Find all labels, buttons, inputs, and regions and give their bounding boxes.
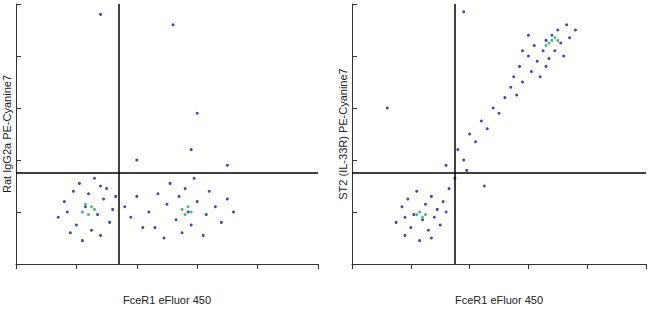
svg-text:FceR1 eFluor 450: FceR1 eFluor 450: [455, 294, 543, 306]
svg-text:Rat IgG2a PE-Cyanine7: Rat IgG2a PE-Cyanine7: [1, 75, 13, 193]
svg-text:ST2 (IL-33R) PE-Cyanine7: ST2 (IL-33R) PE-Cyanine7: [337, 68, 349, 199]
svg-text:FceR1 eFluor 450: FceR1 eFluor 450: [123, 294, 211, 306]
